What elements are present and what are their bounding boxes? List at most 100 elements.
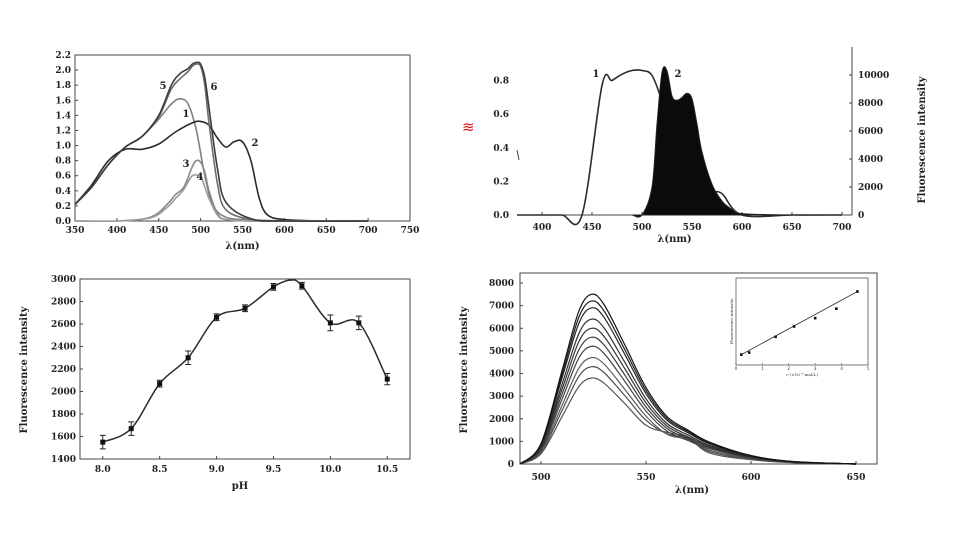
y-tick-label: 6000 <box>489 324 514 334</box>
x-tick-label: 700 <box>359 226 378 236</box>
x-tick-label: 500 <box>532 473 551 483</box>
data-point <box>128 426 134 432</box>
y-tick-label: 2.0 <box>55 66 71 76</box>
titration-curve-2 <box>519 365 857 465</box>
x-axis-label: λ(nm) <box>657 234 691 245</box>
inset-data-point <box>739 353 743 356</box>
y-tick-label: 2800 <box>51 298 76 308</box>
y-tick-label: 4000 <box>489 370 514 380</box>
x-tick-label: 10.0 <box>319 465 341 475</box>
y-tick-label: 0.4 <box>493 144 509 154</box>
plot-frame <box>519 272 878 465</box>
y-tick-label: 0.8 <box>55 157 71 167</box>
y-axis-label: Fluorescence intensity <box>459 305 470 433</box>
y-tick-label: 0.2 <box>493 177 509 187</box>
series-2-line <box>74 120 369 222</box>
x-axis-label: pH <box>232 481 248 492</box>
curve-label-3: 3 <box>183 159 190 170</box>
inset-data-point <box>813 316 817 320</box>
series-2-area <box>631 66 843 218</box>
x-tick-label: 650 <box>847 473 866 483</box>
y-tick-label: 0.0 <box>55 217 71 227</box>
x-tick-label: 400 <box>107 226 126 236</box>
series-4-line <box>74 174 369 223</box>
y-axis-label: Fluorescence intensity <box>19 305 30 433</box>
x-tick-label: 500 <box>633 223 652 233</box>
inset-data-point <box>792 325 796 328</box>
titration-curve-10 <box>519 293 857 465</box>
data-point <box>384 376 390 382</box>
x-tick-label: 10.5 <box>376 465 398 475</box>
curve-label-6: 6 <box>211 82 218 93</box>
y-tick-label: 2600 <box>51 320 76 330</box>
y2-tick-label: 8000 <box>858 99 883 109</box>
x-tick-label: 600 <box>733 223 752 233</box>
data-point <box>356 320 362 326</box>
titration-curve-7 <box>519 318 857 465</box>
y-tick-label: 3000 <box>489 392 514 402</box>
curve-label-5: 5 <box>160 81 167 92</box>
y-tick-label: 2000 <box>489 415 514 425</box>
x-tick-label: 600 <box>742 473 761 483</box>
inset-x-axis-label: c (×10⁻⁵ mol/L) <box>786 372 818 377</box>
inset-data-point <box>856 290 859 293</box>
y2-tick-label: 4000 <box>858 155 883 165</box>
x-tick-label: 350 <box>66 226 85 236</box>
x-axis-label: λ(nm) <box>675 485 709 496</box>
fluorescence-titration-chart: 500 550 600 650 0 1000 2000 3000 4000 5000 6000 700… <box>459 272 878 496</box>
curve-label-2: 2 <box>675 69 682 80</box>
y-tick-label: 8000 <box>489 279 514 289</box>
y-tick-label: 3000 <box>51 275 76 285</box>
x-tick-label: 550 <box>637 473 656 483</box>
series-1-line <box>517 69 842 226</box>
x-tick-label: 400 <box>533 223 552 233</box>
y-tick-label: 2200 <box>51 365 76 375</box>
y2-tick-label: 0 <box>858 211 864 221</box>
data-point <box>299 283 305 289</box>
y2-tick-label: 10000 <box>858 71 889 81</box>
x-tick-label: 500 <box>191 226 210 236</box>
y-tick-label: 1.4 <box>55 111 71 121</box>
titration-curve-1 <box>519 377 857 465</box>
data-point <box>327 320 333 326</box>
titration-curve-3 <box>519 356 857 465</box>
inset-x-tick-label: 1 <box>761 366 764 371</box>
y-tick-label: 2000 <box>51 388 76 398</box>
x-tick-label: 550 <box>233 226 252 236</box>
x-tick-label: 450 <box>149 226 168 236</box>
inset-data-point <box>747 351 751 354</box>
inset-x-tick-label: 5 <box>867 366 870 371</box>
data-point <box>242 305 248 311</box>
x-tick-label: 8.5 <box>152 465 168 475</box>
y-tick-label: 2.2 <box>55 51 71 61</box>
x-tick-label: 650 <box>317 226 336 236</box>
data-point <box>214 314 220 320</box>
data-point <box>100 439 106 445</box>
y-tick-label: 1.0 <box>55 142 71 152</box>
y-tick-label: 1400 <box>51 455 76 465</box>
x-tick-label: 700 <box>833 223 852 233</box>
y-tick-label: 0 <box>508 460 514 470</box>
x-tick-label: 650 <box>783 223 802 233</box>
ph-intensity-chart: 8.0 8.5 9.0 9.5 10.0 10.5 1400 1600 1800 2000 2200… <box>19 275 411 492</box>
plot-frame <box>74 54 411 222</box>
curve-label-1: 1 <box>183 109 190 120</box>
y-tick-label: 1800 <box>51 410 76 420</box>
y-tick-label: 1000 <box>489 437 514 447</box>
y-tick-label: 0.6 <box>55 172 71 182</box>
y-tick-label: 5000 <box>489 347 514 357</box>
y-tick-label: 1.6 <box>55 96 71 106</box>
x-tick-label: 550 <box>683 223 702 233</box>
y-tick-label: 7000 <box>489 302 514 312</box>
y-tick-label: 0.4 <box>55 187 71 197</box>
x-tick-label: 9.5 <box>266 465 282 475</box>
inset-x-tick-label: 3 <box>814 366 817 371</box>
y2-tick-label: 2000 <box>858 183 883 193</box>
x-tick-label: 9.0 <box>209 465 225 475</box>
y-tick-label: 1600 <box>51 433 76 443</box>
inset-x-tick-label: 2 <box>788 366 791 371</box>
inset-data-point <box>774 335 777 339</box>
x-tick-label: 8.0 <box>95 465 111 475</box>
inset-chart: 0 1 2 3 4 5 c (×10⁻⁵ mol/L) Fluorescence intens… <box>729 277 870 377</box>
